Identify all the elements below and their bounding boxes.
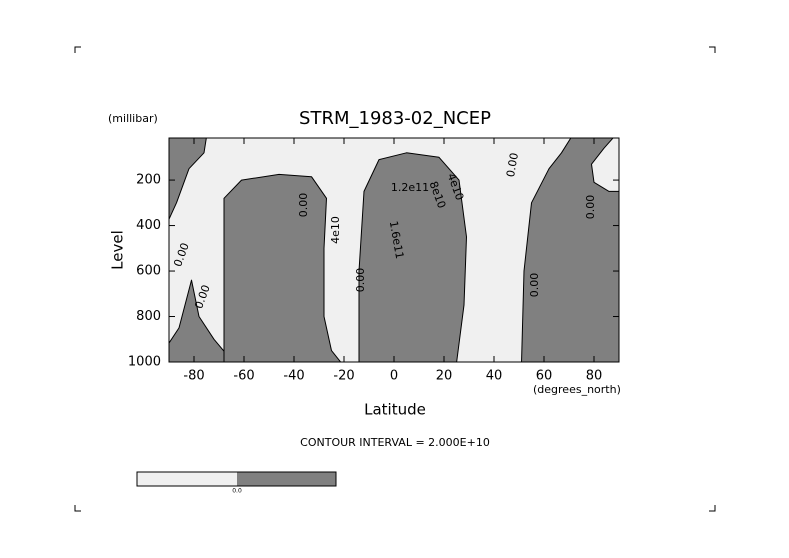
contour-label: 1.2e11 — [391, 181, 429, 194]
x-tick-label: 80 — [586, 369, 603, 384]
positive-region — [223, 173, 342, 362]
y-tick-label: 800 — [136, 309, 161, 324]
positive-region — [169, 138, 207, 221]
x-tick-label: 20 — [436, 369, 453, 384]
x-tick-label: -60 — [233, 369, 254, 384]
x-tick-label: -80 — [183, 369, 204, 384]
x-tick-label: 60 — [536, 369, 553, 384]
contour-label: 0.00 — [354, 268, 367, 293]
y-tick-label: 600 — [136, 264, 161, 279]
x-unit: (degrees_north) — [533, 383, 621, 396]
y-axis-label: Level — [109, 230, 127, 270]
y-tick-label: 1000 — [128, 355, 161, 370]
colorbar-label: 0.0 — [232, 488, 242, 495]
crop-marks — [74, 46, 716, 512]
x-tick-label: 40 — [486, 369, 503, 384]
positive-region — [358, 152, 467, 362]
footnote: CONTOUR INTERVAL = 2.000E+10 — [300, 436, 490, 449]
x-tick-label: 0 — [390, 369, 398, 384]
x-tick-label: -20 — [333, 369, 354, 384]
contour-label: 0.00 — [528, 273, 541, 298]
y-tick-label: 400 — [136, 218, 161, 233]
contour-field: 0.000.000.004e100.001.2e118e104e101.6e11… — [169, 138, 619, 362]
contour-label: 0.00 — [584, 195, 597, 220]
contour-label: 4e10 — [329, 216, 342, 244]
contour-label: 0.00 — [297, 193, 310, 218]
x-tick-label: -40 — [283, 369, 304, 384]
colorbar-negative — [137, 472, 237, 486]
contour-label: 0.00 — [504, 152, 521, 178]
colorbar-positive — [237, 472, 336, 486]
colorbar-frame — [136, 471, 337, 487]
positive-region — [521, 138, 619, 362]
y-tick-label: 200 — [136, 173, 161, 188]
x-axis-label: Latitude — [364, 401, 426, 419]
chart-title: STRM_1983-02_NCEP — [299, 108, 491, 129]
positive-region — [169, 279, 234, 362]
y-unit: (millibar) — [108, 112, 158, 125]
